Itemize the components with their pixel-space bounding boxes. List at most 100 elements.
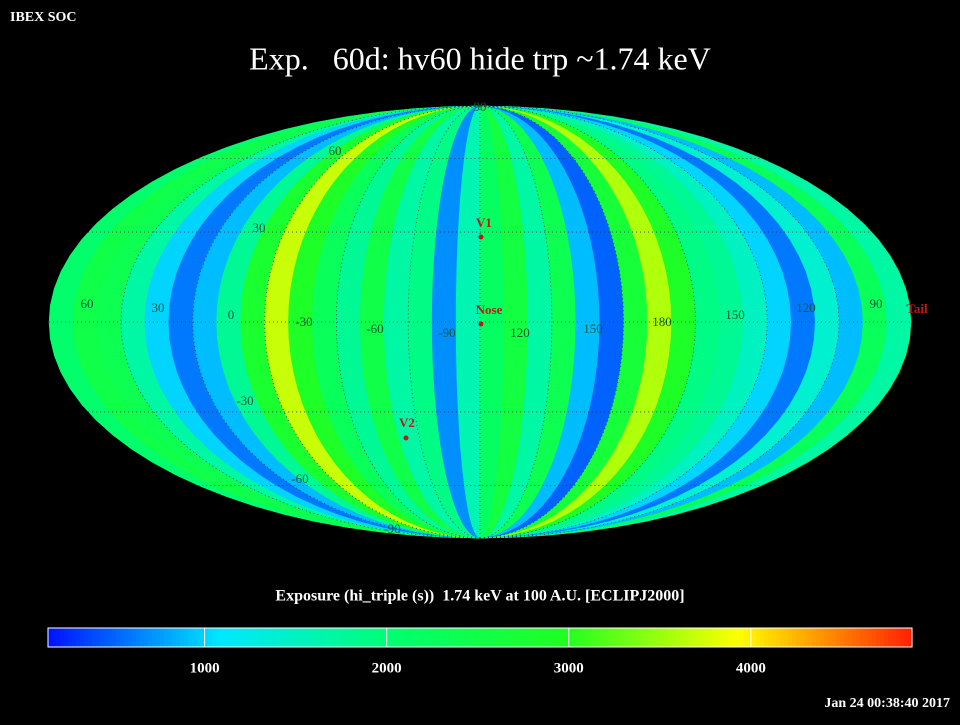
colorbar-cell	[164, 628, 169, 647]
colorbar-cell	[56, 628, 61, 647]
colorbar-cell	[296, 628, 301, 647]
colorbar-cell	[668, 628, 673, 647]
colorbar-cell	[120, 628, 125, 647]
colorbar-cell	[496, 628, 501, 647]
colorbar-cell	[284, 628, 289, 647]
colorbar-tick-label: 1000	[190, 660, 220, 676]
colorbar-cell	[636, 628, 641, 647]
colorbar-cell	[784, 628, 789, 647]
colorbar-cell	[272, 628, 277, 647]
marker-dot	[478, 321, 484, 327]
colorbar-cell	[180, 628, 185, 647]
timestamp: Jan 24 00:38:40 2017	[824, 696, 950, 711]
colorbar-cell	[60, 628, 65, 647]
colorbar-cell	[872, 628, 877, 647]
colorbar-cell	[680, 628, 685, 647]
colorbar-cell	[676, 628, 681, 647]
colorbar-cell	[760, 628, 765, 647]
colorbar-cell	[524, 628, 529, 647]
marker-label: Nose	[476, 302, 503, 317]
colorbar-cell	[572, 628, 577, 647]
colorbar-cell	[648, 628, 653, 647]
colorbar-cell	[652, 628, 657, 647]
colorbar-cell	[688, 628, 693, 647]
colorbar-cell	[176, 628, 181, 647]
colorbar-cell	[836, 628, 841, 647]
colorbar-cell	[80, 628, 85, 647]
colorbar-cell	[588, 628, 593, 647]
colorbar-cell	[536, 628, 541, 647]
marker-dot	[478, 234, 484, 240]
colorbar-cell	[696, 628, 701, 647]
colorbar-cell	[780, 628, 785, 647]
colorbar-cell	[432, 628, 437, 647]
colorbar-cell	[720, 628, 725, 647]
meridian	[264, 105, 481, 539]
colorbar-cell	[544, 628, 549, 647]
colorbar-cell	[576, 628, 581, 647]
latitude-label: 30	[253, 220, 266, 235]
colorbar-cell	[352, 628, 357, 647]
latitude-label: -60	[291, 471, 308, 486]
colorbar-cell	[52, 628, 57, 647]
colorbar-cell	[732, 628, 737, 647]
colorbar-cell	[660, 628, 665, 647]
colorbar-cell	[348, 628, 353, 647]
colorbar-cell	[96, 628, 101, 647]
colorbar-cell	[240, 628, 245, 647]
colorbar-cell	[456, 628, 461, 647]
colorbar-cell	[892, 628, 897, 647]
colorbar-cell	[864, 628, 869, 647]
colorbar-cell	[156, 628, 161, 647]
colorbar-cell	[360, 628, 365, 647]
colorbar-cell	[108, 628, 113, 647]
colorbar-cell	[320, 628, 325, 647]
meridian	[479, 105, 553, 539]
colorbar-cell	[104, 628, 109, 647]
colorbar-cell	[148, 628, 153, 647]
colorbar-cell	[580, 628, 585, 647]
colorbar-cell	[724, 628, 729, 647]
colorbar-cell	[64, 628, 69, 647]
colorbar-cell	[316, 628, 321, 647]
colorbar-frame	[47, 627, 913, 648]
colorbar-cell	[880, 628, 885, 647]
colorbar-cell	[452, 628, 457, 647]
colorbar-cell	[692, 628, 697, 647]
colorbar-cell	[700, 628, 705, 647]
colorbar-cell	[548, 628, 553, 647]
colorbar-cell	[76, 628, 81, 647]
colorbar-cell	[520, 628, 525, 647]
colorbar-cell	[88, 628, 93, 647]
colorbar-cell	[480, 628, 485, 647]
longitude-label: 120	[796, 300, 816, 315]
longitude-label: 30	[152, 300, 165, 315]
colorbar-cell	[84, 628, 89, 647]
latitude-label: 90	[474, 99, 487, 114]
colorbar-cell	[252, 628, 257, 647]
colorbar-cell	[772, 628, 777, 647]
marker-label: V1	[476, 215, 492, 230]
colorbar-cell	[620, 628, 625, 647]
longitude-label: 150	[583, 321, 603, 336]
colorbar-cell	[840, 628, 845, 647]
colorbar-cell	[204, 628, 209, 647]
colorbar-cell	[856, 628, 861, 647]
colorbar-cell	[492, 628, 497, 647]
colorbar-cell	[716, 628, 721, 647]
colorbar-cell	[764, 628, 769, 647]
colorbar-cell	[168, 628, 173, 647]
colorbar-cell	[292, 628, 297, 647]
longitude-label: -90	[438, 325, 455, 340]
colorbar-cell	[448, 628, 453, 647]
colorbar-cell	[704, 628, 709, 647]
colorbar-cell	[600, 628, 605, 647]
colorbar-cell	[220, 628, 225, 647]
colorbar-cell	[332, 628, 337, 647]
title: Exp. 60d: hv60 hide trp ~1.74 keV	[249, 40, 711, 76]
colorbar-cell	[552, 628, 557, 647]
colorbar-cell	[808, 628, 813, 647]
colorbar-cell	[216, 628, 221, 647]
colorbar-cell	[568, 628, 573, 647]
colorbar-cell	[340, 628, 345, 647]
